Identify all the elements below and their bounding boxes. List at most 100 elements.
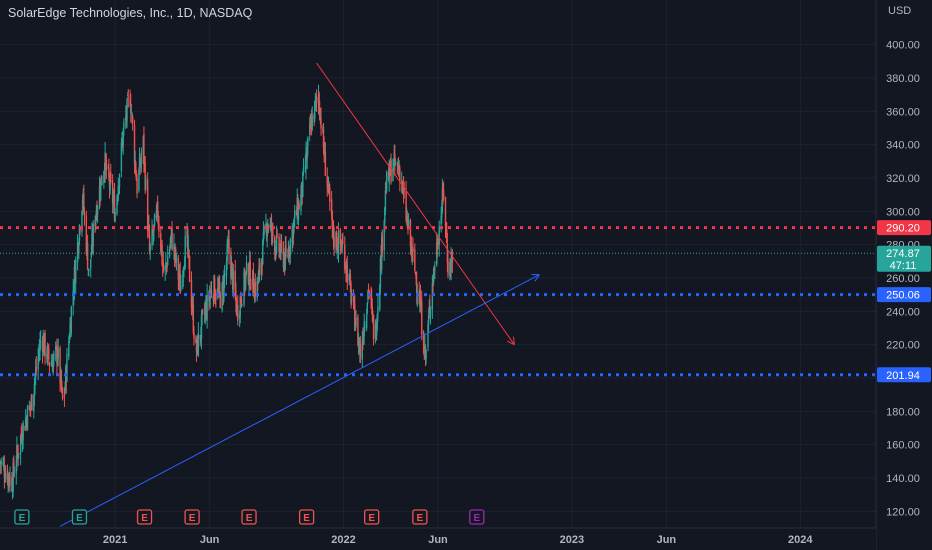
candle-body: [16, 444, 18, 464]
candle-body: [12, 462, 14, 492]
candle-body: [278, 236, 280, 253]
price-axis[interactable]: 120.00140.00160.00180.00200.00220.00240.…: [875, 0, 932, 550]
candle-body: [34, 369, 37, 378]
candle-body: [341, 243, 343, 248]
candle-body: [17, 452, 19, 458]
candle-body: [332, 225, 335, 241]
candle-body: [444, 197, 447, 228]
candle-body: [206, 294, 208, 320]
candle-body: [148, 234, 151, 252]
candle-body: [218, 281, 221, 291]
candle-body: [11, 477, 13, 492]
candle-body: [19, 435, 22, 454]
candle-body: [219, 292, 221, 308]
candle-body: [422, 332, 425, 353]
candle-body: [266, 226, 268, 237]
candle-body: [262, 239, 264, 265]
price-tick-label: 360.00: [886, 106, 920, 118]
grid-layer: [0, 0, 876, 528]
candle-body: [451, 252, 454, 264]
candle-body: [48, 348, 50, 360]
candle-body: [285, 246, 287, 257]
candle-body: [145, 178, 147, 190]
candle-body: [136, 177, 138, 194]
candle-body: [432, 269, 435, 283]
candle-body: [250, 286, 252, 289]
candle-body: [144, 162, 146, 190]
candle-body: [39, 340, 41, 352]
time-axis[interactable]: 2021 Jun 2022 Jun 2023 Jun 2024: [0, 527, 876, 550]
candle-body: [432, 282, 434, 285]
candle-body: [445, 223, 447, 230]
earnings-marker[interactable]: E: [184, 509, 200, 525]
candle-body: [215, 295, 217, 299]
level-badge-support: 250.06: [877, 287, 931, 303]
candle-body: [29, 405, 32, 407]
candle-body: [363, 323, 365, 337]
candle-body: [240, 298, 243, 304]
candle-body: [57, 347, 59, 359]
candle-body: [354, 326, 357, 331]
earnings-marker[interactable]: E: [412, 509, 428, 525]
last-price-badge-countdown: 47:11: [890, 260, 917, 272]
candle-body: [117, 185, 119, 200]
earnings-marker[interactable]: E: [136, 509, 153, 525]
candle-body: [258, 262, 261, 275]
candle-body: [116, 197, 118, 214]
earnings-marker-box: [136, 509, 153, 525]
candle-body: [367, 291, 369, 300]
earnings-marker-label: E: [303, 513, 310, 524]
candle-body: [364, 326, 366, 328]
earnings-marker[interactable]: E: [241, 509, 257, 525]
candle-body: [438, 226, 440, 245]
candle-body: [130, 103, 132, 114]
candle-body: [376, 314, 379, 330]
candle-body: [52, 359, 54, 373]
candle-body: [289, 239, 292, 257]
candle-body: [337, 231, 340, 252]
time-tick-label: 2022: [331, 534, 355, 546]
candle-body: [379, 257, 382, 288]
symbol-title[interactable]: SolarEdge Technologies, Inc., 1D, NASDAQ: [8, 6, 253, 20]
earnings-marker[interactable]: E: [71, 509, 88, 525]
candle-body: [223, 273, 226, 278]
candle-body: [339, 229, 342, 245]
candle-body: [188, 256, 191, 282]
candle-body: [175, 254, 178, 262]
candle-body: [314, 101, 316, 119]
candle-body: [415, 273, 417, 280]
candle-body: [122, 130, 124, 146]
candle-body: [416, 282, 418, 294]
candle-body: [366, 302, 368, 314]
candle-body: [247, 264, 250, 284]
candle-body: [3, 463, 5, 465]
candle-body: [202, 310, 204, 312]
candle-body: [293, 218, 295, 226]
price-tick-label: 400.00: [886, 40, 920, 52]
level-badge-support-value: 250.06: [886, 290, 920, 302]
candle-body: [187, 246, 190, 252]
time-tick-label: 2023: [560, 534, 584, 546]
candle-body: [402, 185, 405, 193]
candle-body: [340, 248, 343, 251]
candle-body: [63, 396, 66, 398]
candle-body: [61, 387, 64, 399]
level-badge-resistance: 290.20: [877, 220, 931, 236]
earnings-marker[interactable]: E: [364, 509, 380, 525]
candle-body: [329, 187, 331, 202]
earnings-marker-label: E: [368, 513, 375, 524]
candle-body: [135, 162, 137, 176]
earnings-marker[interactable]: E: [298, 509, 315, 525]
earnings-marker[interactable]: E: [14, 509, 30, 525]
candle-body: [86, 243, 89, 270]
candle-body: [22, 423, 24, 440]
candle-body: [249, 261, 251, 289]
earnings-marker[interactable]: E: [469, 509, 485, 525]
candle-body: [275, 234, 278, 253]
candle-body: [79, 227, 81, 231]
candle-body: [318, 93, 320, 109]
